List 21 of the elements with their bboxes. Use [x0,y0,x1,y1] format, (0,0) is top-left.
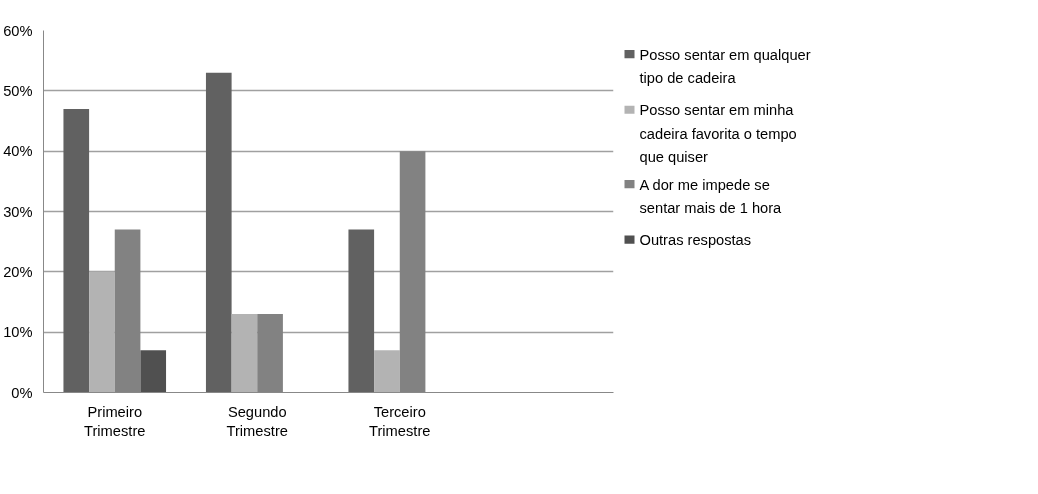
bar [348,229,375,393]
y-tick-label: 10% [3,324,33,341]
legend-label: Posso sentar em qualquer tipo de cadeira [639,46,811,87]
legend-label: A dor me impede se sentar mais de 1 hora [639,176,783,216]
x-tick-label: Primeiro Trimestre [84,403,146,439]
y-tick-label: 60% [3,22,33,39]
y-tick-label: 30% [3,203,33,220]
bar [205,72,232,393]
y-tick-label: 50% [3,82,33,99]
legend-label: Posso sentar em minha cadeira favorita o tempo que quiser [639,102,797,165]
bar [63,108,90,393]
bar [89,271,115,393]
y-tick-label: 20% [3,263,33,280]
bar [374,350,400,393]
x-tick-label: Terceiro Trimestre [369,403,431,439]
bar [231,314,258,393]
y-tick-label: 0% [11,384,33,401]
legend-label: Outras respostas [639,232,752,249]
y-tick-label: 40% [3,143,33,160]
bar [140,350,167,393]
x-tick-label: Segundo Trimestre [226,403,288,439]
